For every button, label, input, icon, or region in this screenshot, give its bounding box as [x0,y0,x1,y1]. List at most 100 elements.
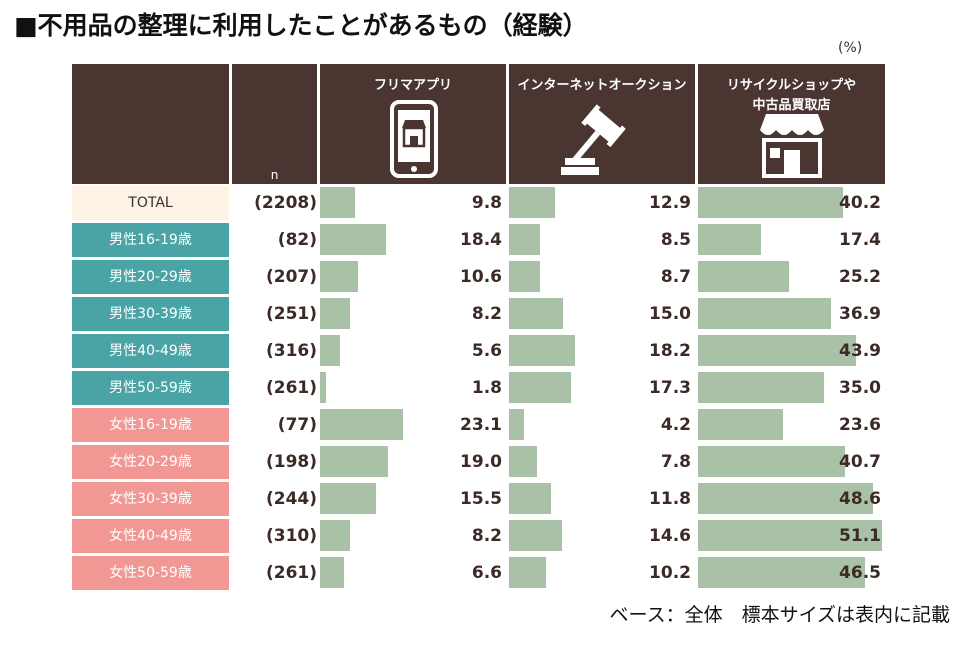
data-label: 43.9 [839,341,881,361]
bar [320,483,376,514]
data-label: 8.5 [660,230,691,250]
data-label: 15.5 [460,489,502,509]
data-label: 23.1 [460,415,502,435]
column-label-1: フリマアプリ [373,78,452,93]
bar [320,372,327,403]
sample-size: (82) [277,230,317,250]
data-label: 8.2 [471,304,502,324]
data-label: 51.1 [839,526,881,546]
data-label: 36.9 [839,304,881,324]
data-label: 17.4 [839,230,881,250]
smartphone-shop-icon [390,100,438,178]
data-label: 19.0 [460,452,502,472]
bar [509,187,556,218]
bar [698,298,831,329]
data-label: 7.8 [660,452,691,472]
bar [698,446,845,477]
sample-size: (310) [265,526,317,546]
bar [320,335,341,366]
bar [698,261,789,292]
row-label: 女性30-39歳 [72,482,229,516]
data-label: 6.6 [471,563,502,583]
row-label: 女性50-59歳 [72,556,229,590]
data-label: 25.2 [839,267,881,287]
sample-size: (316) [265,341,317,361]
data-label: 5.6 [471,341,502,361]
data-label: 10.6 [460,267,502,287]
storefront-icon [760,114,824,178]
bar [320,298,350,329]
bar [509,224,540,255]
header-col-3: リサイクルショップや 中古品買取店 [698,64,885,184]
bar [698,520,882,551]
gavel-icon [561,104,626,175]
bar [509,298,563,329]
bar [320,224,387,255]
data-label: 9.8 [471,193,502,213]
bar [509,557,546,588]
row-label: 女性20-29歳 [72,445,229,479]
bar [320,520,350,551]
data-label: 12.9 [649,193,691,213]
row-label: 女性16-19歳 [72,408,229,442]
bar [509,446,538,477]
bar [698,224,761,255]
bar [509,483,552,514]
bar [320,409,404,440]
data-label: 35.0 [839,378,881,398]
data-label: 40.2 [839,193,881,213]
data-label: 18.2 [649,341,691,361]
bar [698,372,824,403]
data-label: 8.7 [660,267,691,287]
sample-size: (207) [265,267,317,287]
bar [320,261,359,292]
data-label: 17.3 [649,378,691,398]
data-label: 1.8 [471,378,502,398]
data-label: 10.2 [649,563,691,583]
header-corner [72,64,229,184]
data-label: 23.6 [839,415,881,435]
row-label: 男性40-49歳 [72,334,229,368]
bar [698,483,873,514]
column-label-2: インターネットオークション [517,78,687,93]
data-label: 15.0 [649,304,691,324]
data-label: 40.7 [839,452,881,472]
bar [698,557,866,588]
bar [320,557,344,588]
header-col-1: フリマアプリ [320,64,506,184]
sample-size: (261) [265,378,317,398]
bar [698,409,783,440]
row-label: 男性16-19歳 [72,223,229,257]
bar [509,261,541,292]
bar [509,372,572,403]
sample-size: (77) [277,415,317,435]
sample-size: (251) [265,304,317,324]
data-label: 46.5 [839,563,881,583]
data-label: 11.8 [649,489,691,509]
row-label: 男性20-29歳 [72,260,229,294]
row-label: TOTAL [72,186,229,220]
bar [698,187,843,218]
n-label: n [270,168,279,182]
bar [320,187,356,218]
bar [698,335,857,366]
bar [509,335,575,366]
data-label: 14.6 [649,526,691,546]
row-label: 女性40-49歳 [72,519,229,553]
chart-title: ■不用品の整理に利用したことがあるもの（経験） [14,11,588,40]
row-label: 男性50-59歳 [72,371,229,405]
data-label: 48.6 [839,489,881,509]
column-label-3: リサイクルショップや 中古品買取店 [726,78,857,113]
row-label: 男性30-39歳 [72,297,229,331]
bar [509,409,525,440]
header-n: n [232,64,317,184]
data-label: 8.2 [471,526,502,546]
unit-label: (%) [838,40,863,56]
data-label: 4.2 [660,415,691,435]
header-col-2: インターネットオークション [509,64,695,184]
sample-size: (244) [265,489,317,509]
sample-size: (2208) [254,193,317,213]
bar [320,446,389,477]
data-label: 18.4 [460,230,502,250]
footnote: ベース：全体 標本サイズは表内に記載 [609,604,950,626]
